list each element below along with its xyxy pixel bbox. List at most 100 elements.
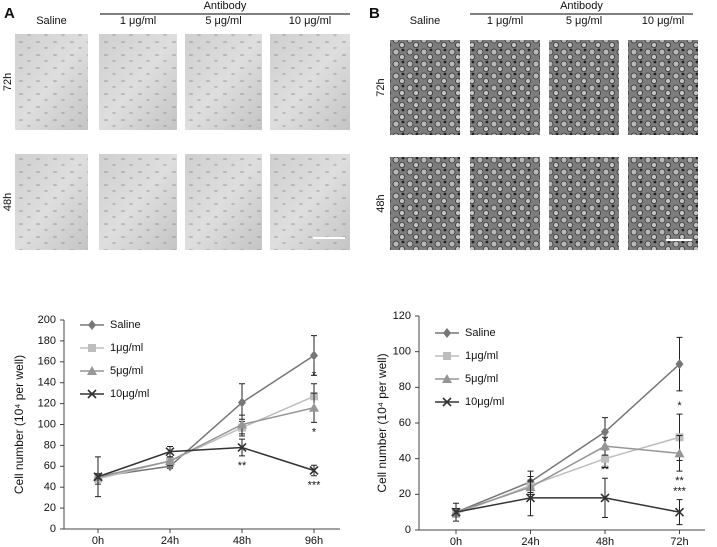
panel-label: B <box>369 5 380 22</box>
column-label: 10 μg/ml <box>642 15 684 27</box>
y-axis-label: Cell number (10⁴ per well) <box>12 355 26 494</box>
y-tick-label: 0 <box>50 523 56 535</box>
micrograph <box>390 40 460 135</box>
y-axis-label: Cell number (10⁴ per well) <box>375 353 389 492</box>
group-label: Antibody <box>204 0 247 12</box>
x-tick-label: 48h <box>233 535 251 547</box>
column-label: 10 μg/ml <box>289 15 331 27</box>
marker <box>309 465 319 476</box>
row-label: 72h <box>375 78 387 96</box>
y-tick-label: 80 <box>399 381 411 393</box>
y-tick-label: 60 <box>44 460 56 472</box>
significance: * <box>677 400 682 412</box>
micrograph <box>470 40 540 135</box>
micrograph <box>270 34 350 130</box>
y-tick-label: 100 <box>38 418 56 430</box>
y-tick-label: 0 <box>405 524 411 536</box>
marker <box>442 374 452 383</box>
y-tick-label: 120 <box>38 398 56 410</box>
series-line <box>97 395 315 480</box>
marker <box>310 350 318 361</box>
micrograph <box>549 40 619 135</box>
significance: * <box>312 426 317 438</box>
column-label: Saline <box>410 15 441 27</box>
marker <box>238 397 246 408</box>
marker <box>443 352 451 360</box>
column-label: 1 μg/ml <box>487 15 523 27</box>
series-line <box>97 354 315 478</box>
micrograph <box>99 34 177 130</box>
y-tick-label: 180 <box>38 335 56 347</box>
significance: ** <box>601 464 610 476</box>
x-tick-label: 48h <box>596 536 614 547</box>
legend-label: 10μg/ml <box>110 388 149 400</box>
legend-label: 5μg/ml <box>110 365 143 377</box>
marker <box>165 456 175 466</box>
series-line <box>455 436 680 515</box>
legend-label: Saline <box>110 319 141 331</box>
marker <box>675 359 684 370</box>
marker <box>165 447 175 457</box>
micrograph <box>549 157 619 250</box>
series-line <box>455 445 680 513</box>
y-tick-label: 100 <box>393 346 411 358</box>
legend-label: 5μg/ml <box>465 373 498 385</box>
significance: ** <box>238 460 247 472</box>
row-label: 48h <box>375 194 387 212</box>
column-label: 5 μg/ml <box>205 15 241 27</box>
group-label: Antibody <box>560 0 603 12</box>
column-label: Saline <box>36 15 67 27</box>
micrograph <box>390 157 460 250</box>
row-label: 48h <box>2 193 14 211</box>
marker <box>674 448 685 458</box>
marker <box>600 493 610 503</box>
marker <box>443 328 451 338</box>
micrograph <box>15 154 88 250</box>
y-tick-label: 40 <box>399 453 411 465</box>
marker <box>309 402 319 412</box>
significance: ** <box>675 475 684 487</box>
micrograph <box>628 40 698 135</box>
y-tick-label: 20 <box>399 488 411 500</box>
marker <box>87 366 97 375</box>
marker <box>237 442 247 453</box>
series-line <box>455 497 680 513</box>
marker <box>442 397 452 407</box>
y-tick-label: 80 <box>44 439 56 451</box>
x-tick-label: 24h <box>521 536 539 547</box>
marker <box>525 493 536 503</box>
marker <box>93 472 103 482</box>
x-tick-label: 0h <box>450 536 462 547</box>
panel-label: A <box>4 5 15 22</box>
marker <box>88 320 96 330</box>
marker <box>601 426 609 437</box>
significance: *** <box>673 486 687 498</box>
column-label: 5 μg/ml <box>566 15 602 27</box>
marker <box>88 344 96 352</box>
x-tick-label: 0h <box>92 535 104 547</box>
x-tick-label: 96h <box>305 535 323 547</box>
marker <box>237 419 247 429</box>
legend-label: Saline <box>465 327 496 339</box>
significance: * <box>312 370 317 382</box>
marker <box>674 507 685 517</box>
micrograph <box>470 157 540 250</box>
micrograph <box>270 154 350 250</box>
micrograph <box>185 34 262 130</box>
y-tick-label: 60 <box>399 417 411 429</box>
x-tick-label: 24h <box>161 535 179 547</box>
marker <box>451 507 461 517</box>
micrograph <box>185 154 262 250</box>
y-tick-label: 120 <box>393 310 411 322</box>
marker <box>87 389 97 399</box>
micrograph <box>99 154 177 250</box>
series-line <box>97 407 315 478</box>
micrograph <box>628 157 698 250</box>
marker <box>601 454 609 463</box>
y-tick-label: 160 <box>38 356 56 368</box>
x-tick-label: 72h <box>670 536 688 547</box>
row-label: 72h <box>2 73 14 91</box>
series-line <box>97 446 315 478</box>
micrograph <box>15 34 88 130</box>
